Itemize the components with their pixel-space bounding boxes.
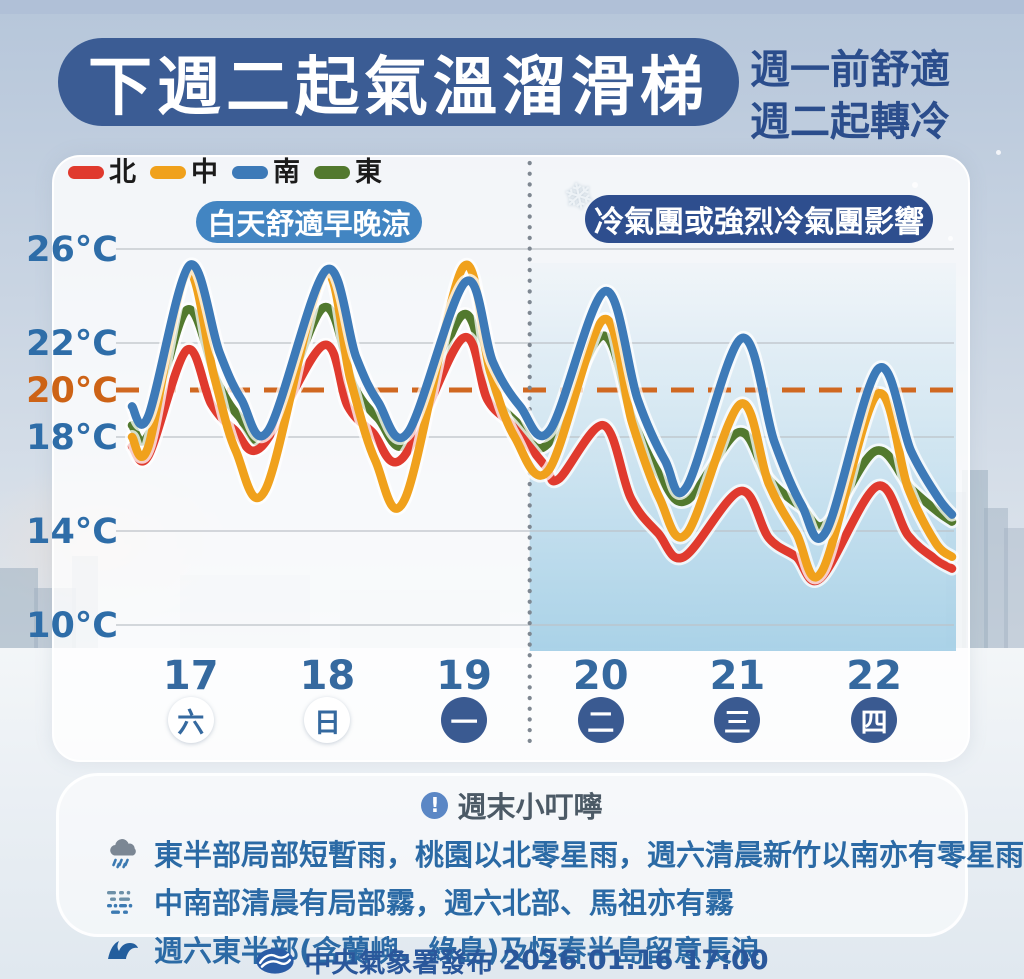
- legend-label-east: 東: [355, 157, 382, 188]
- chart-legend: 北中南東: [68, 159, 396, 186]
- snow-fleck: [996, 150, 1001, 155]
- tips-header-label: 週末小叮嚀: [457, 790, 603, 824]
- tips-panel: ! 週末小叮嚀 東半部局部短暫雨，桃園以北零星雨，週六清晨新竹以南亦有零星雨 中南…: [56, 773, 1024, 968]
- rain-cloud-icon: [105, 835, 141, 871]
- y-tick-label: 26°C: [26, 230, 118, 270]
- series-line-south: [127, 260, 957, 543]
- y-tick-label: 14°C: [26, 512, 118, 552]
- fog-icon: [105, 883, 141, 919]
- alert-icon: !: [421, 791, 449, 819]
- legend-swatch-north: [68, 166, 104, 179]
- footer-agency: 中央氣象署發布: [304, 948, 494, 979]
- legend-label-north: 北: [109, 157, 136, 188]
- legend-swatch-central: [150, 166, 186, 179]
- building: [1004, 528, 1024, 650]
- legend-label-south: 南: [273, 157, 300, 188]
- wave-icon: [105, 931, 141, 967]
- tip-row: 週六東半部(含蘭嶼、綠島)及恆春半島留意長浪: [59, 928, 965, 970]
- y-tick-label: 10°C: [26, 606, 118, 646]
- tip-row: 中南部清晨有局部霧，週六北部、馬祖亦有霧: [59, 880, 965, 922]
- footer-datetime: 2026.01.16 17:00: [502, 945, 769, 976]
- y-tick-label: 20°C: [26, 371, 118, 411]
- subtitle: 週一前舒適 週二起轉冷: [750, 44, 950, 148]
- tips-header: ! 週末小叮嚀: [59, 784, 965, 826]
- subtitle-line-2: 週二起轉冷: [750, 99, 950, 145]
- title-pill: 下週二起氣溫溜滑梯: [58, 38, 739, 126]
- building: [0, 568, 38, 650]
- legend-swatch-east: [314, 166, 350, 179]
- y-tick-label: 22°C: [26, 324, 118, 364]
- tip-row: 東半部局部短暫雨，桃園以北零星雨，週六清晨新竹以南亦有零星雨: [59, 832, 1024, 874]
- subtitle-line-1: 週一前舒適: [750, 47, 950, 93]
- comfort-label: 白天舒適早晚涼: [207, 207, 411, 241]
- series-line-central: [127, 260, 957, 582]
- legend-swatch-south: [232, 166, 268, 179]
- cold-label: 冷氣團或強烈冷氣團影響: [594, 205, 924, 240]
- top-bar: [0, 0, 1024, 14]
- page-title: 下週二起氣溫溜滑梯: [88, 51, 709, 125]
- footer: 中央氣象署發布 2026.01.16 17:00: [0, 941, 1024, 979]
- building: [984, 508, 1008, 650]
- cwa-logo-icon: [255, 947, 295, 975]
- tip-text: 中南部清晨有局部霧，週六北部、馬祖亦有霧: [154, 886, 735, 920]
- tips-list: 東半部局部短暫雨，桃園以北零星雨，週六清晨新竹以南亦有零星雨 中南部清晨有局部霧，…: [59, 832, 1024, 970]
- legend-label-central: 中: [191, 157, 218, 188]
- tip-text: 週六東半部(含蘭嶼、綠島)及恆春半島留意長浪: [154, 934, 761, 968]
- chart-panel: 北中南東 白天舒適早晚涼 ❄ 冷氣團或強烈冷氣團影響 26°C 22°C 20°C 1…: [26, 155, 970, 762]
- y-tick-label: 18°C: [26, 418, 118, 458]
- temperature-chart-svg: 26°C 22°C 20°C 18°C 14°C 10°C: [26, 160, 959, 746]
- tip-text: 東半部局部短暫雨，桃園以北零星雨，週六清晨新竹以南亦有零星雨: [154, 838, 1024, 872]
- cold-label-pill: 冷氣團或強烈冷氣團影響: [585, 195, 933, 243]
- comfort-label-pill: 白天舒適早晚涼: [196, 201, 422, 243]
